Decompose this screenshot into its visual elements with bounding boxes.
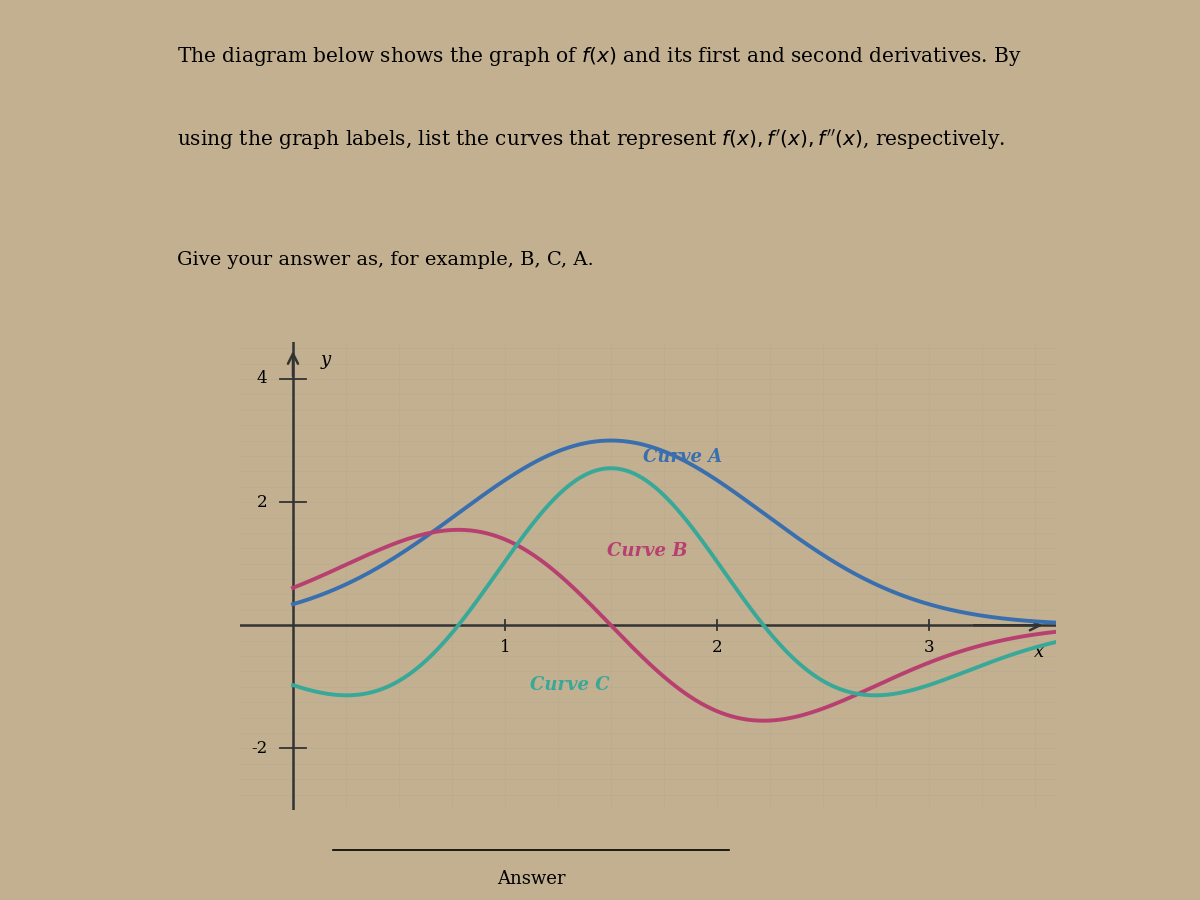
Text: Give your answer as, for example, B, C, A.: Give your answer as, for example, B, C, …	[176, 250, 594, 268]
Text: 3: 3	[924, 639, 934, 656]
Text: x: x	[1034, 643, 1044, 661]
Text: 1: 1	[499, 639, 510, 656]
Text: -2: -2	[251, 740, 268, 757]
Text: Curve B: Curve B	[607, 543, 688, 561]
Text: 2: 2	[712, 639, 722, 656]
Text: Answer: Answer	[497, 869, 565, 887]
Text: using the graph labels, list the curves that represent $f(x), f'(x), f''(x)$, re: using the graph labels, list the curves …	[176, 128, 1004, 151]
Text: The diagram below shows the graph of $f(x)$ and its first and second derivatives: The diagram below shows the graph of $f(…	[176, 45, 1021, 68]
Text: 2: 2	[257, 493, 268, 510]
Text: Curve C: Curve C	[530, 676, 610, 694]
Text: 4: 4	[257, 371, 268, 387]
Text: y: y	[320, 351, 331, 369]
Text: Curve A: Curve A	[643, 448, 722, 466]
